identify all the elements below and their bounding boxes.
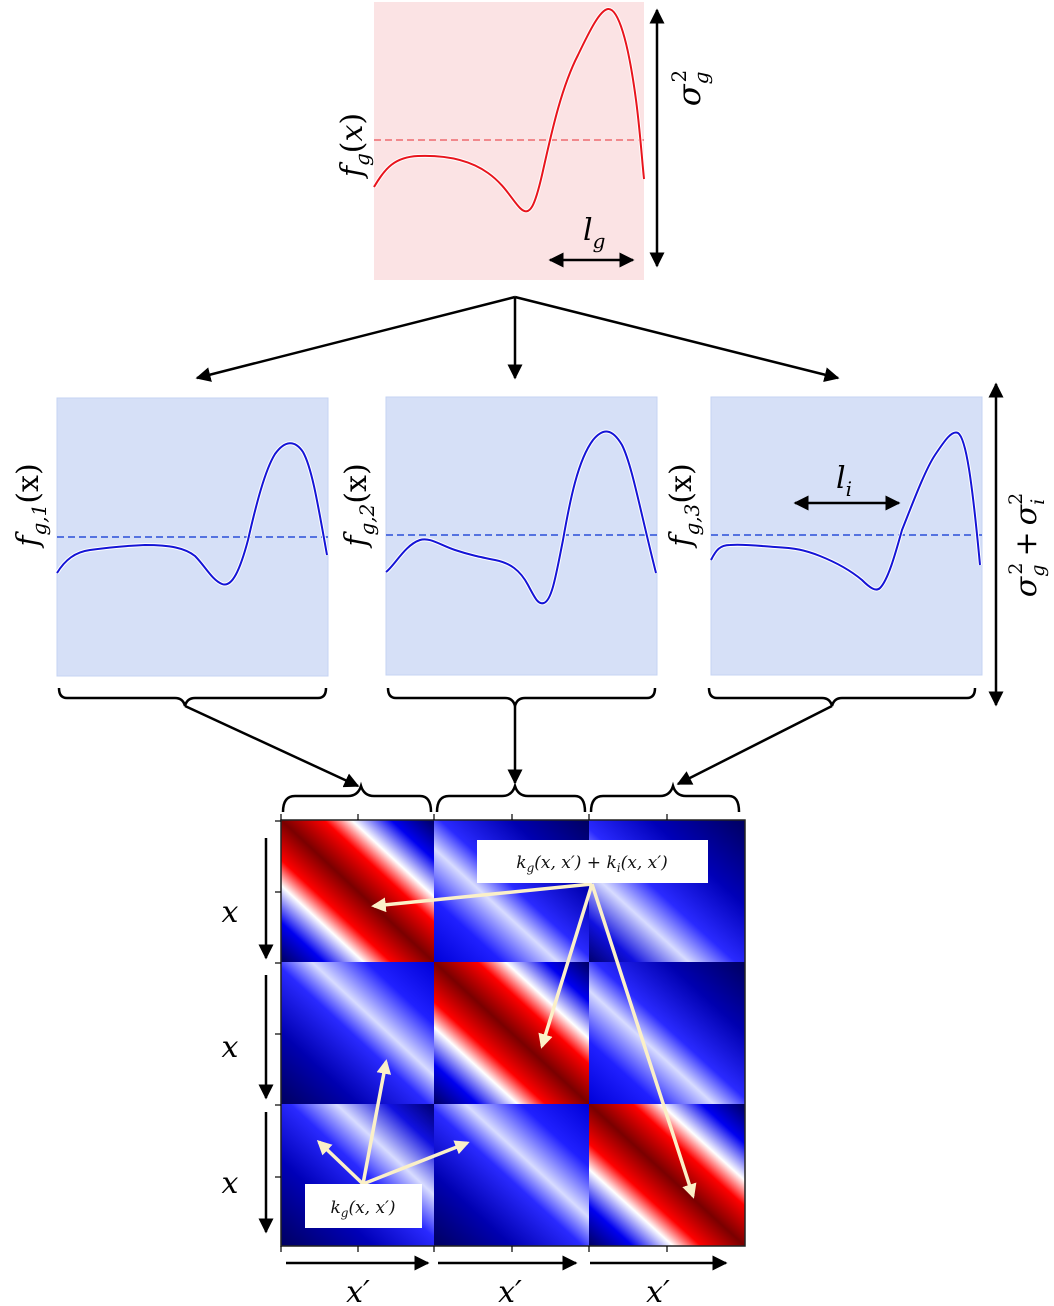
svg-text:fg(x): fg(x): [335, 113, 374, 179]
matrix-column-braces: [281, 781, 741, 813]
col-3-axis-label: x′: [646, 1275, 670, 1306]
child-3-brace: [707, 687, 977, 707]
parent-gp-panel: fg(x) lg σg2: [335, 2, 713, 280]
child-2-ylabel: fg,2(x): [339, 463, 379, 548]
svg-text:fg,1(x): fg,1(x): [11, 463, 51, 548]
child-variance-label: σg2+σi2: [1005, 493, 1049, 598]
block-2-2-kg-plus-ki: [434, 962, 589, 1104]
parent-to-children-arrows: [195, 295, 840, 382]
svg-text:fg,3(x): fg,3(x): [664, 463, 704, 548]
matrix-brace-1: [281, 781, 433, 813]
annot-kg-box: [305, 1184, 422, 1228]
annot-kg-plus-ki-box: [477, 840, 708, 883]
child-1-brace: [57, 687, 328, 707]
child-1-ylabel: fg,1(x): [11, 463, 51, 548]
child-2-curve: [385, 430, 657, 605]
block-1-1-kg-plus-ki: [281, 820, 434, 962]
block-3-3-kg-plus-ki: [589, 1104, 745, 1246]
matrix-left-ticks: [275, 820, 281, 1178]
child-2-background: [385, 396, 658, 676]
row-3-axis-label: x: [222, 1166, 239, 1201]
block-2-3-kg: [589, 962, 745, 1104]
annot-arrow-to-block-2-1: [361, 1059, 392, 1185]
svg-text:fg,2(x): fg,2(x): [339, 463, 379, 548]
matrix-frame: [280, 819, 746, 1247]
svg-text:σg2+σi2: σg2+σi2: [1005, 493, 1049, 598]
matrix-bottom-ticks: [280, 1246, 668, 1252]
annot-arrow-to-block-2-2: [538, 883, 594, 1049]
row-1-axis-label: x: [222, 895, 239, 930]
parent-lengthscale-label: lg: [583, 213, 605, 253]
child-3-ylabel: fg,3(x): [664, 463, 704, 548]
block-2-1-kg: [281, 962, 434, 1104]
child-gp-panel-2: fg,2(x): [339, 396, 658, 707]
annotation-kg: kg(x, x′): [305, 1059, 470, 1228]
svg-text:σg2: σg2: [667, 70, 713, 106]
block-3-2-kg: [434, 1104, 589, 1246]
annot-kg-plus-ki-text: kg(x, x′) + ki(x, x′): [516, 853, 667, 875]
child-3-curve: [710, 431, 981, 591]
child-2-brace: [386, 687, 657, 707]
matrix-column-axes: x′ x′ x′: [286, 1255, 728, 1306]
covariance-matrix: [275, 814, 746, 1252]
col-1-axis-label: x′: [346, 1275, 370, 1306]
children-to-matrix-arrows: [184, 704, 833, 788]
arrow-to-child-3: [514, 295, 840, 382]
annot-arrow-to-block-1-1: [371, 882, 593, 913]
annot-arrow-to-block-3-2: [362, 1140, 470, 1186]
child-gp-panel-3: fg,3(x) li σg2+σi2: [664, 382, 1049, 707]
child-3-background: [710, 396, 983, 676]
annotation-kg-plus-ki: kg(x, x′) + ki(x, x′): [371, 840, 708, 1199]
parent-curve-stroke: [373, 8, 645, 213]
arrow-child-1-to-block: [184, 704, 360, 788]
parent-ylabel: fg(x): [335, 113, 374, 179]
row-2-axis-label: x: [222, 1030, 239, 1065]
child-gp-panel-1: fg,1(x): [11, 397, 329, 707]
child-lengthscale-label: li: [836, 461, 852, 501]
col-2-axis-label: x′: [498, 1275, 522, 1306]
arrow-child-3-to-block: [676, 704, 833, 786]
child-1-curve: [56, 442, 328, 586]
matrix-row-axes: x x x: [222, 838, 274, 1234]
matrix-top-ticks: [280, 814, 668, 820]
parent-variance-label: σg2: [667, 70, 713, 106]
arrow-to-child-1: [195, 295, 516, 382]
annot-kg-text: kg(x, x′): [330, 1198, 395, 1220]
matrix-brace-3: [589, 781, 741, 813]
parent-panel-background: [374, 2, 644, 280]
annot-arrow-to-block-3-1: [316, 1139, 365, 1186]
annot-arrow-to-block-3-3: [590, 883, 697, 1199]
matrix-brace-2: [435, 781, 587, 813]
